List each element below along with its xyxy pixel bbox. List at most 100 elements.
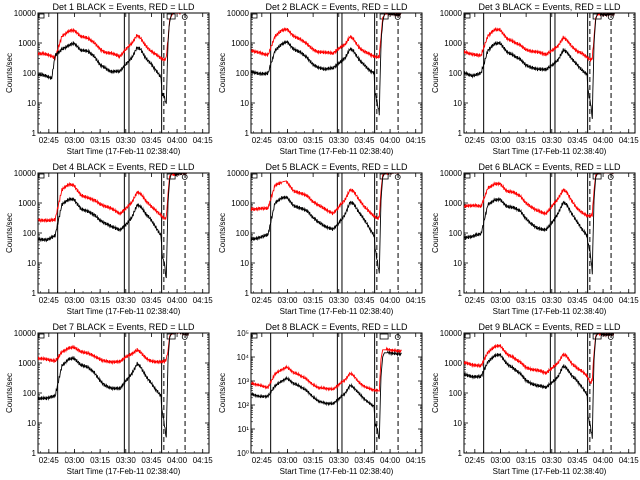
y-axis-label: Counts/sec [218,53,227,93]
lld-series-line [38,333,189,366]
y-tick-label: 10⁰ [237,449,249,458]
plot-frame [463,12,636,134]
y-tick-label: 1000 [444,359,462,368]
x-tick-label: 03:00 [64,136,85,145]
y-tick-label: 10000 [14,169,37,178]
y-tick-label: 1 [458,129,463,138]
lld-series-line [251,173,402,220]
y-axis-label: Counts/sec [218,373,227,413]
top-marker [464,333,471,339]
x-tick-label: 03:15 [90,456,111,465]
x-tick-label: 02:45 [39,136,60,145]
panel-det-7: Det 7 BLACK = Events, RED = LLD Counts/se… [5,322,213,476]
x-axis-label: Start Time (17-Feb-11 02:38:40) [67,147,181,156]
lld-series-line [251,346,402,393]
x-tick-label: 04:15 [619,456,640,465]
x-tick-label: 04:15 [406,296,427,305]
panel-title: Det 5 BLACK = Events, RED = LLD [265,162,408,172]
lld-series-line [464,173,615,219]
y-tick-label: 1000 [231,39,249,48]
x-tick-label: 02:45 [465,136,486,145]
y-axis-label: Counts/sec [431,53,440,93]
x-tick-label: 03:45 [354,136,375,145]
x-axis-label: Start Time (17-Feb-11 02:38:40) [280,467,394,476]
x-tick-label: 03:30 [542,296,563,305]
x-tick-label: 03:00 [64,456,85,465]
x-tick-label: 02:45 [252,456,273,465]
top-marker [251,173,258,179]
x-tick-label: 03:45 [141,136,162,145]
x-tick-label: 03:30 [116,456,137,465]
plot-frame [250,12,423,134]
plot-frame [37,12,210,134]
x-tick-label: 04:15 [193,136,214,145]
x-tick-label: 03:30 [329,456,350,465]
y-tick-label: 100 [449,69,463,78]
y-tick-label: 10000 [227,169,250,178]
top-marker [181,14,188,20]
events-series-line [464,173,615,275]
y-tick-label: 1 [245,289,250,298]
y-tick-label: 1 [32,449,37,458]
plot-frame [37,172,210,294]
y-tick-label: 1 [458,289,463,298]
panel-det-8: Det 8 BLACK = Events, RED = LLD Counts/se… [218,322,426,476]
top-marker [394,334,401,340]
panel-det-6: Det 6 BLACK = Events, RED = LLD Counts/se… [431,162,639,316]
events-series-line [251,350,402,440]
lld-series-line [38,13,189,62]
y-tick-label: 100 [236,69,250,78]
events-series-line [464,13,615,119]
top-marker [464,173,471,179]
panel-det-3: Det 3 BLACK = Events, RED = LLD Counts/se… [431,2,639,156]
y-axis-label: Counts/sec [431,213,440,253]
x-tick-label: 03:45 [354,456,375,465]
x-tick-label: 03:45 [141,296,162,305]
x-tick-label: 04:00 [167,136,188,145]
x-tick-label: 04:00 [593,296,614,305]
x-tick-label: 03:00 [277,136,298,145]
x-axis-label: Start Time (17-Feb-11 02:38:40) [493,147,607,156]
y-tick-label: 100 [449,229,463,238]
lld-series-line [464,13,615,62]
y-tick-label: 100 [23,389,37,398]
y-tick-label: 1000 [18,39,36,48]
y-tick-label: 1 [32,289,37,298]
x-tick-label: 04:00 [380,136,401,145]
x-tick-label: 04:00 [167,296,188,305]
top-marker [464,13,471,19]
top-marker [379,13,389,20]
y-tick-label: 1 [32,129,37,138]
y-tick-label: 10 [240,259,249,268]
x-tick-label: 04:15 [193,456,214,465]
panel-title: Det 4 BLACK = Events, RED = LLD [52,162,195,172]
y-axis-label: Counts/sec [218,213,227,253]
x-tick-label: 03:45 [567,136,588,145]
events-series-line [38,173,189,279]
x-tick-label: 03:15 [516,296,537,305]
x-tick-label: 03:00 [64,296,85,305]
panel-title: Det 2 BLACK = Events, RED = LLD [265,2,408,12]
x-tick-label: 04:15 [619,136,640,145]
y-tick-label: 100 [236,229,250,238]
plot-frame [463,172,636,294]
x-tick-label: 03:15 [90,136,111,145]
panel-title: Det 3 BLACK = Events, RED = LLD [478,2,621,12]
x-tick-label: 03:15 [303,136,324,145]
top-marker [38,13,45,19]
panel-title: Det 1 BLACK = Events, RED = LLD [52,2,195,12]
top-marker [251,333,258,339]
x-tick-label: 03:30 [542,456,563,465]
x-tick-label: 02:45 [252,136,273,145]
x-tick-label: 04:15 [406,456,427,465]
top-marker [394,174,401,180]
y-tick-label: 100 [23,69,37,78]
x-axis-label: Start Time (17-Feb-11 02:38:40) [493,467,607,476]
y-tick-label: 1000 [444,199,462,208]
panel-title: Det 6 BLACK = Events, RED = LLD [478,162,621,172]
x-axis-label: Start Time (17-Feb-11 02:38:40) [67,467,181,476]
events-series-line [464,333,615,439]
x-axis-label: Start Time (17-Feb-11 02:38:40) [280,307,394,316]
y-tick-label: 10⁴ [237,353,250,362]
